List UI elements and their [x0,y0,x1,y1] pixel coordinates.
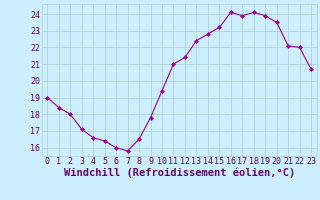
X-axis label: Windchill (Refroidissement éolien,°C): Windchill (Refroidissement éolien,°C) [64,168,295,178]
